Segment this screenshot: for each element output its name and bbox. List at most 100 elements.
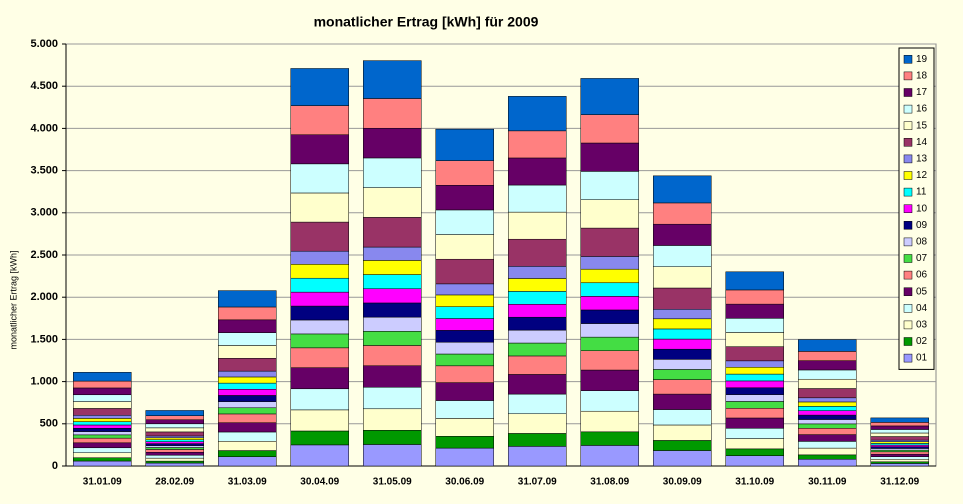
x-tick-label: 30.04.09: [300, 477, 339, 488]
bar-segment: [73, 452, 132, 458]
bar-segment: [580, 296, 639, 311]
bar-segment: [798, 419, 857, 425]
bar-segment: [870, 429, 929, 434]
bar-segment: [870, 422, 929, 427]
bar-segment: [798, 351, 857, 361]
bar-segment: [435, 258, 494, 285]
legend-swatch: [903, 171, 913, 180]
bar-segment: [653, 318, 712, 330]
bar-segment: [363, 331, 422, 346]
bar-segment: [580, 227, 639, 257]
legend-label: 17: [916, 87, 928, 98]
bar-segment: [218, 345, 277, 359]
bar-segment: [363, 444, 422, 467]
bar-segment: [363, 187, 422, 218]
bar-segment: [798, 441, 857, 449]
bar-segment: [363, 260, 422, 275]
legend-label: 06: [916, 270, 928, 281]
bar-segment: [798, 458, 857, 467]
bar-segment: [725, 271, 784, 291]
legend-label: 09: [916, 220, 928, 231]
legend-swatch: [903, 320, 913, 330]
bar-segment: [653, 328, 712, 340]
bar-segment: [653, 202, 712, 225]
bar-segment: [870, 436, 929, 441]
bar-segment: [145, 447, 204, 450]
bar-segment: [725, 303, 784, 319]
bar-segment: [725, 438, 784, 450]
legend-swatch: [903, 104, 913, 114]
bar-segment: [73, 460, 132, 467]
bar-segment: [363, 246, 422, 261]
bar-segment: [725, 401, 784, 409]
bar-segment: [435, 353, 494, 367]
bar-segment: [363, 127, 422, 159]
legend-label: 18: [916, 71, 928, 82]
bar-segment: [73, 387, 132, 396]
x-tick-label: 28.02.09: [155, 477, 194, 488]
bar-segment: [725, 417, 784, 429]
bar-segment: [725, 289, 784, 305]
bar-segment: [870, 451, 929, 455]
bar-segment: [798, 447, 857, 456]
bar-segment: [870, 449, 929, 453]
legend-swatch: [903, 221, 913, 230]
bar-segment: [798, 401, 857, 407]
legend-swatch: [903, 353, 913, 363]
y-tick-label: 1.500: [30, 333, 58, 345]
legend-label: 16: [916, 104, 928, 115]
bar-segment: [653, 266, 712, 289]
bar-segment: [435, 306, 494, 319]
bar-segment: [580, 309, 639, 324]
x-tick-label: 31.10.09: [735, 477, 774, 488]
bar-segment: [580, 171, 639, 200]
legend-label: 19: [916, 54, 928, 65]
bar-segment: [653, 379, 712, 395]
bar-segment: [145, 443, 204, 446]
legend-label: 12: [916, 170, 928, 181]
bar-segment: [363, 288, 422, 304]
bar-segment: [218, 370, 277, 378]
bar-segment: [508, 238, 567, 267]
bar-segment: [363, 60, 422, 99]
x-tick-label: 31.07.09: [518, 477, 557, 488]
bar-segment: [290, 163, 349, 194]
bar-segment: [870, 432, 929, 437]
legend-swatch: [903, 88, 913, 97]
bar-segment: [290, 430, 349, 446]
legend-label: 03: [916, 320, 928, 331]
bar-segment: [580, 142, 639, 172]
bar-segment: [218, 395, 277, 402]
bar-segment: [145, 457, 204, 462]
bar-segment: [435, 128, 494, 161]
legend-swatch: [903, 304, 913, 313]
bar-segment: [218, 358, 277, 372]
bar-segment: [653, 348, 712, 360]
bar-segment: [218, 431, 277, 442]
bar-segment: [725, 360, 784, 368]
bar-segment: [435, 294, 494, 307]
bar-segment: [218, 382, 277, 390]
legend-label: 07: [916, 253, 928, 264]
bar-segment: [363, 157, 422, 188]
x-tick-label: 31.01.09: [83, 477, 122, 488]
y-tick-label: 1.000: [30, 376, 58, 388]
bar-segment: [435, 234, 494, 260]
bar-segment: [870, 463, 929, 467]
y-tick-label: 2.000: [30, 291, 58, 303]
bar-segment: [435, 318, 494, 331]
bar-segment: [653, 369, 712, 380]
bar-segment: [290, 291, 349, 307]
bar-segment: [73, 424, 132, 429]
legend-swatch: [903, 154, 913, 164]
bar-segment: [145, 415, 204, 420]
y-axis-label: monatlicher Ertrag [kWh]: [8, 250, 18, 349]
bar-segment: [798, 388, 857, 399]
bar-segment: [870, 443, 929, 446]
bar-segment: [290, 347, 349, 368]
x-tick-label: 31.05.09: [373, 477, 412, 488]
bar-segment: [798, 406, 857, 411]
bar-segment: [290, 319, 349, 335]
bar-segment: [435, 447, 494, 467]
bar-segment: [653, 424, 712, 441]
